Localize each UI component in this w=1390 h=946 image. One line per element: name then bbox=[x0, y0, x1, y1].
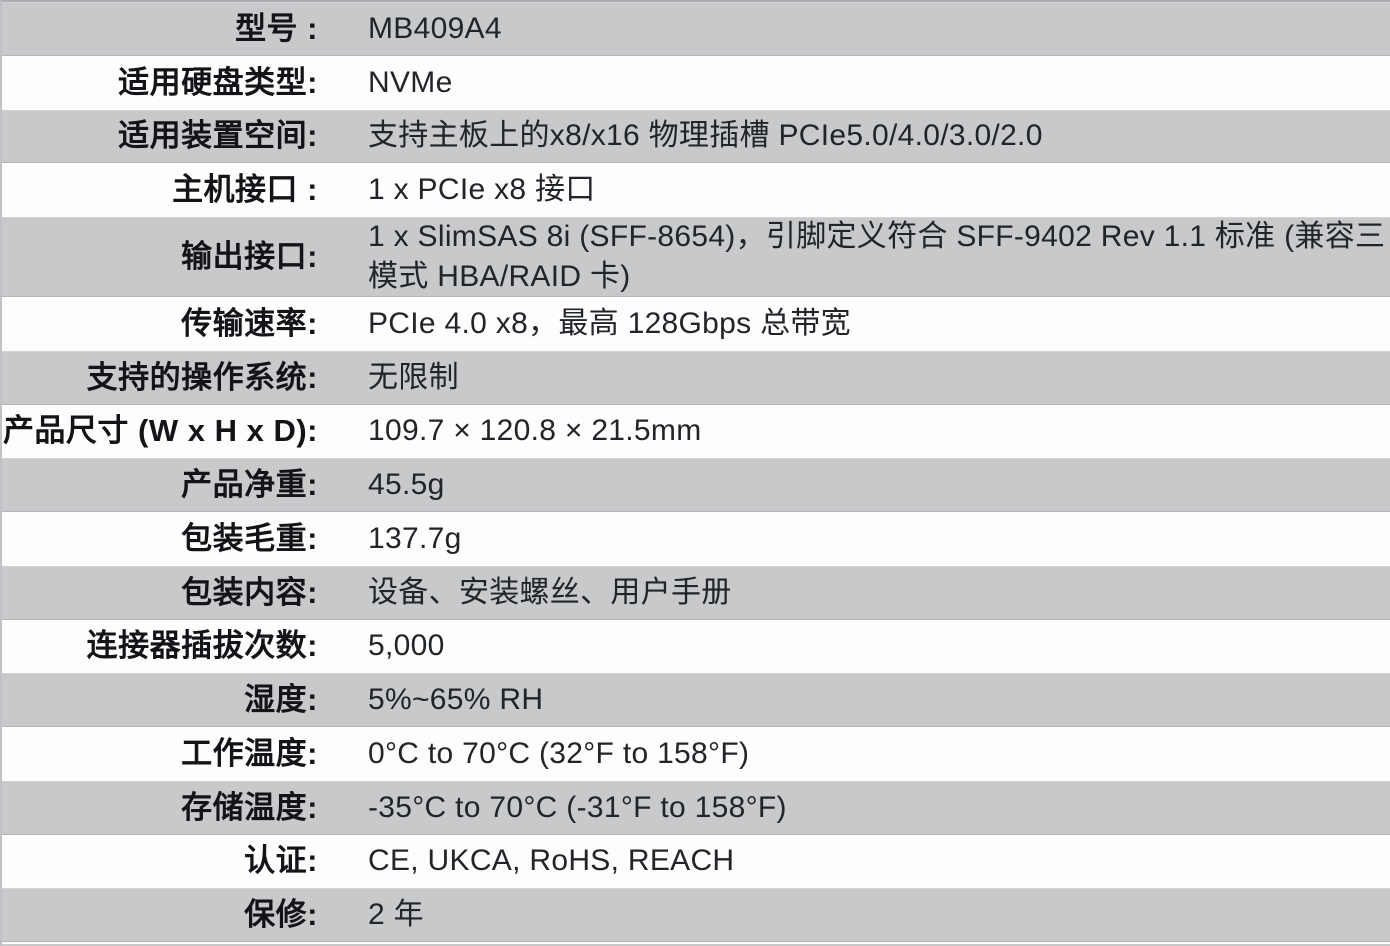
spec-value: 5,000 bbox=[368, 629, 445, 663]
spec-row: 产品尺寸 (W x H x D): 109.7 × 120.8 × 21.5mm bbox=[2, 404, 1390, 459]
spec-row: 存储温度: -35°C to 70°C (-31°F to 158°F) bbox=[2, 780, 1390, 835]
spec-value: 137.7g bbox=[368, 521, 462, 555]
spec-label: 工作温度: bbox=[181, 735, 318, 771]
spec-label: 适用硬盘类型: bbox=[118, 64, 318, 100]
spec-value: 无限制 bbox=[368, 360, 459, 394]
spec-label: 输出接口: bbox=[181, 239, 318, 274]
spec-label: 支持的操作系统: bbox=[86, 359, 318, 395]
spec-label: 认证: bbox=[244, 843, 318, 879]
spec-value: CE, UKCA, RoHS, REACH bbox=[368, 844, 735, 878]
spec-label: 适用装置空间: bbox=[118, 118, 318, 154]
spec-value: 设备、安装螺丝、用户手册 bbox=[368, 575, 732, 609]
spec-label: 湿度: bbox=[244, 682, 318, 718]
spec-value: PCIe 4.0 x8，最高 128Gbps 总带宽 bbox=[368, 306, 851, 340]
spec-label: 产品尺寸 (W x H x D): bbox=[2, 413, 318, 449]
spec-value: -35°C to 70°C (-31°F to 158°F) bbox=[368, 790, 787, 824]
spec-value: NVMe bbox=[368, 65, 453, 99]
spec-row: 认证: CE, UKCA, RoHS, REACH bbox=[2, 834, 1390, 889]
spec-value: MB409A4 bbox=[368, 11, 502, 45]
spec-label: 连接器插拔次数: bbox=[86, 628, 318, 664]
spec-label: 主机接口 : bbox=[172, 172, 318, 208]
spec-value: 2 年 bbox=[368, 898, 424, 932]
spec-row: 支持的操作系统: 无限制 bbox=[2, 350, 1390, 405]
spec-row: 连接器插拔次数: 5,000 bbox=[2, 619, 1390, 674]
spec-row: 型号 : MB409A4 bbox=[2, 2, 1390, 56]
spec-row: 输出接口: 1 x SlimSAS 8i (SFF-8654)，引脚定义符合 S… bbox=[2, 217, 1390, 297]
spec-label: 产品净重: bbox=[181, 467, 318, 503]
spec-row: 包装毛重: 137.7g bbox=[2, 512, 1390, 566]
spec-label: 传输速率: bbox=[181, 305, 318, 341]
spec-label: 包装内容: bbox=[181, 574, 318, 610]
spec-row: 产品净重: 45.5g bbox=[2, 458, 1390, 512]
spec-row: 适用硬盘类型: NVMe bbox=[2, 55, 1390, 110]
table-bottom-edge bbox=[2, 942, 1390, 946]
spec-label: 保修: bbox=[244, 897, 318, 933]
spec-row: 主机接口 : 1 x PCIe x8 接口 bbox=[2, 163, 1390, 217]
spec-value: 5%~65% RH bbox=[368, 683, 544, 717]
spec-row: 工作温度: 0°C to 70°C (32°F to 158°F) bbox=[2, 727, 1390, 781]
spec-row: 保修: 2 年 bbox=[2, 888, 1390, 942]
spec-value: 0°C to 70°C (32°F to 158°F) bbox=[368, 736, 750, 770]
spec-row: 适用装置空间: 支持主板上的x8/x16 物理插槽 PCIe5.0/4.0/3.… bbox=[2, 109, 1390, 164]
spec-value: 45.5g bbox=[368, 468, 445, 502]
spec-label: 包装毛重: bbox=[181, 520, 318, 556]
spec-row: 湿度: 5%~65% RH bbox=[2, 673, 1390, 727]
spec-row: 传输速率: PCIe 4.0 x8，最高 128Gbps 总带宽 bbox=[2, 297, 1390, 351]
spec-row: 包装内容: 设备、安装螺丝、用户手册 bbox=[2, 565, 1390, 620]
spec-label: 型号 : bbox=[235, 10, 318, 46]
spec-value: 109.7 × 120.8 × 21.5mm bbox=[368, 414, 702, 448]
spec-value: 1 x SlimSAS 8i (SFF-8654)，引脚定义符合 SFF-940… bbox=[368, 220, 1386, 293]
spec-value: 1 x PCIe x8 接口 bbox=[368, 173, 596, 207]
spec-label: 存储温度: bbox=[181, 789, 318, 825]
spec-value: 支持主板上的x8/x16 物理插槽 PCIe5.0/4.0/3.0/2.0 bbox=[368, 119, 1043, 153]
